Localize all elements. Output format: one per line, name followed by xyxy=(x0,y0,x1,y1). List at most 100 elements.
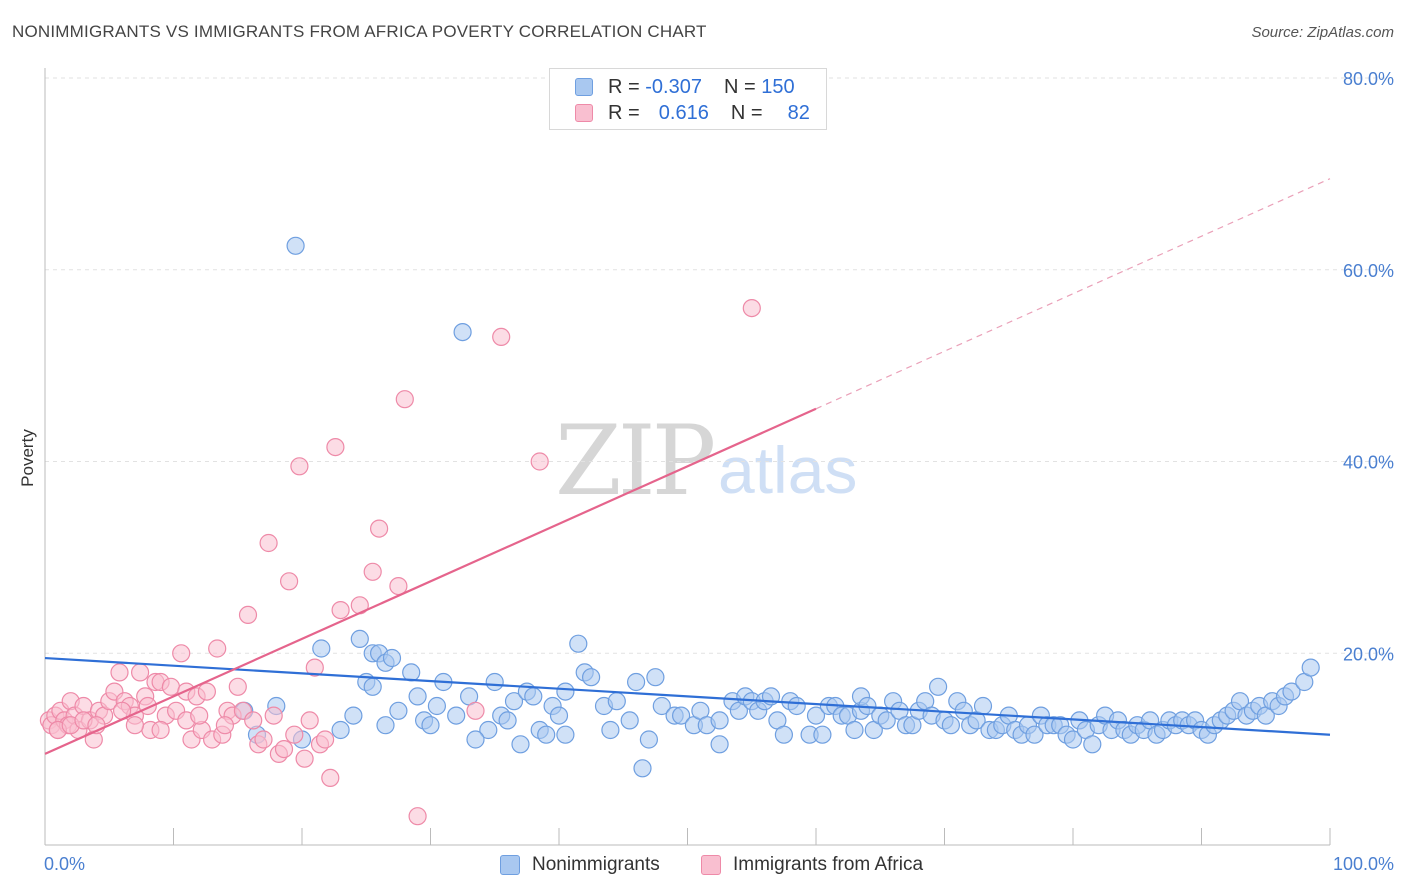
nonimmigrant-point xyxy=(652,696,671,716)
y-tick-label: 40.0% xyxy=(1343,453,1394,473)
immigrant-africa-point xyxy=(172,644,191,663)
nonimmigrants-points xyxy=(235,236,1320,778)
nonimmigrant-point xyxy=(710,735,729,754)
legend-r-value: -0.307 xyxy=(645,75,702,98)
trend-lines xyxy=(44,178,1331,755)
legend-r-value: 0.616 xyxy=(653,101,709,124)
immigrants-africa-points xyxy=(39,299,761,826)
nonimmigrant-point xyxy=(774,725,794,744)
immigrant-africa-point xyxy=(530,452,549,471)
immigrant-africa-point xyxy=(244,711,263,730)
immigrant-africa-point xyxy=(285,725,304,744)
nonimmigrant-point xyxy=(620,711,639,730)
nonimmigrant-point xyxy=(639,730,659,749)
immigrant-africa-point xyxy=(300,711,319,730)
nonimmigrant-point xyxy=(973,696,993,716)
immigrant-africa-point xyxy=(290,457,309,476)
nonimmigrant-point xyxy=(376,716,395,735)
nonimmigrant-point xyxy=(511,735,530,754)
immigrants-trend-line xyxy=(44,407,817,755)
legend-row-immigrants: R = 0.616 N = 82 xyxy=(575,101,810,125)
nonimmigrant-point xyxy=(447,706,466,725)
nonimmigrant-point xyxy=(408,687,427,706)
immigrant-africa-point xyxy=(466,701,485,720)
nonimmigrant-point xyxy=(427,696,446,716)
immigrant-africa-point xyxy=(161,677,180,696)
immigrant-africa-point xyxy=(316,730,335,749)
immigrant-africa-point xyxy=(238,605,258,625)
immigrant-africa-point xyxy=(254,730,273,749)
immigrant-africa-point xyxy=(408,807,427,826)
legend-n-value: 82 xyxy=(782,101,810,124)
x-tick-label-max: 100.0% xyxy=(1333,854,1394,874)
nonimmigrant-point xyxy=(524,687,543,706)
legend-label-nonimmigrants: Nonimmigrants xyxy=(532,854,660,875)
nonimmigrant-point xyxy=(382,648,402,668)
legend-n-label: N = xyxy=(723,75,762,98)
nonimmigrant-point xyxy=(331,720,350,740)
nonimmigrant-point xyxy=(813,725,832,744)
immigrant-africa-point xyxy=(215,716,234,735)
nonimmigrant-point xyxy=(350,629,369,649)
legend-item-nonimmigrants: Nonimmigrants xyxy=(500,852,660,878)
immigrant-africa-point xyxy=(208,639,227,658)
legend-swatch-pink xyxy=(701,855,721,875)
nonimmigrant-point xyxy=(633,759,652,778)
x-ticks xyxy=(44,828,1331,845)
immigrant-africa-point xyxy=(151,720,170,740)
nonimmigrant-point xyxy=(928,677,948,696)
immigrant-africa-point xyxy=(110,663,129,682)
nonimmigrants-trend-line xyxy=(44,656,1331,736)
legend-r-label: R = xyxy=(608,75,646,98)
immigrant-africa-point xyxy=(305,658,324,677)
nonimmigrant-point xyxy=(556,725,575,744)
legend-swatch-pink xyxy=(575,104,593,122)
legend-item-immigrants-africa: Immigrants from Africa xyxy=(701,852,923,878)
nonimmigrant-point xyxy=(607,692,626,711)
immigrant-africa-point xyxy=(264,706,283,725)
immigrant-africa-point xyxy=(363,562,382,581)
nonimmigrant-point xyxy=(485,672,504,692)
nonimmigrant-point xyxy=(286,236,305,255)
nonimmigrant-point xyxy=(479,720,498,740)
nonimmigrant-point xyxy=(646,668,665,687)
immigrant-africa-point xyxy=(131,663,150,682)
legend-label-immigrants-africa: Immigrants from Africa xyxy=(733,854,924,875)
nonimmigrant-point xyxy=(569,634,588,653)
y-tick-labels: 20.0% 40.0% 60.0% 80.0% xyxy=(1343,69,1394,664)
nonimmigrant-point xyxy=(710,711,729,730)
nonimmigrant-point xyxy=(626,672,646,692)
immigrant-africa-point xyxy=(190,706,209,725)
immigrant-africa-point xyxy=(742,299,761,318)
legend-swatch-blue xyxy=(500,855,520,875)
series-legend: Nonimmigrants Immigrants from Africa xyxy=(0,852,1406,878)
legend-n-label: N = xyxy=(730,101,769,124)
gridlines xyxy=(45,77,1394,654)
nonimmigrant-point xyxy=(806,706,826,725)
nonimmigrant-point xyxy=(453,323,472,342)
immigrant-africa-point xyxy=(331,600,350,620)
nonimmigrant-point xyxy=(537,725,556,744)
nonimmigrant-point xyxy=(1025,725,1044,744)
immigrant-africa-point xyxy=(228,677,247,696)
immigrant-africa-point xyxy=(370,519,389,538)
immigrant-africa-point xyxy=(321,768,340,788)
immigrant-africa-point xyxy=(125,716,144,735)
nonimmigrant-point xyxy=(363,677,382,696)
nonimmigrant-point xyxy=(1301,658,1320,677)
immigrant-africa-point xyxy=(295,749,314,768)
nonimmigrant-point xyxy=(845,720,864,740)
immigrant-africa-point xyxy=(280,572,299,591)
y-tick-label: 60.0% xyxy=(1343,261,1394,281)
nonimmigrant-point xyxy=(312,639,331,658)
immigrant-africa-point xyxy=(197,682,216,701)
x-tick-label-min: 0.0% xyxy=(44,854,85,874)
nonimmigrant-point xyxy=(421,716,440,735)
y-tick-label: 20.0% xyxy=(1343,644,1394,664)
immigrant-africa-point xyxy=(274,739,294,759)
nonimmigrant-point xyxy=(504,692,524,711)
chart-title: NONIMMIGRANTS VS IMMIGRANTS FROM AFRICA … xyxy=(12,22,707,41)
nonimmigrant-point xyxy=(344,706,363,725)
nonimmigrant-point xyxy=(601,720,620,740)
